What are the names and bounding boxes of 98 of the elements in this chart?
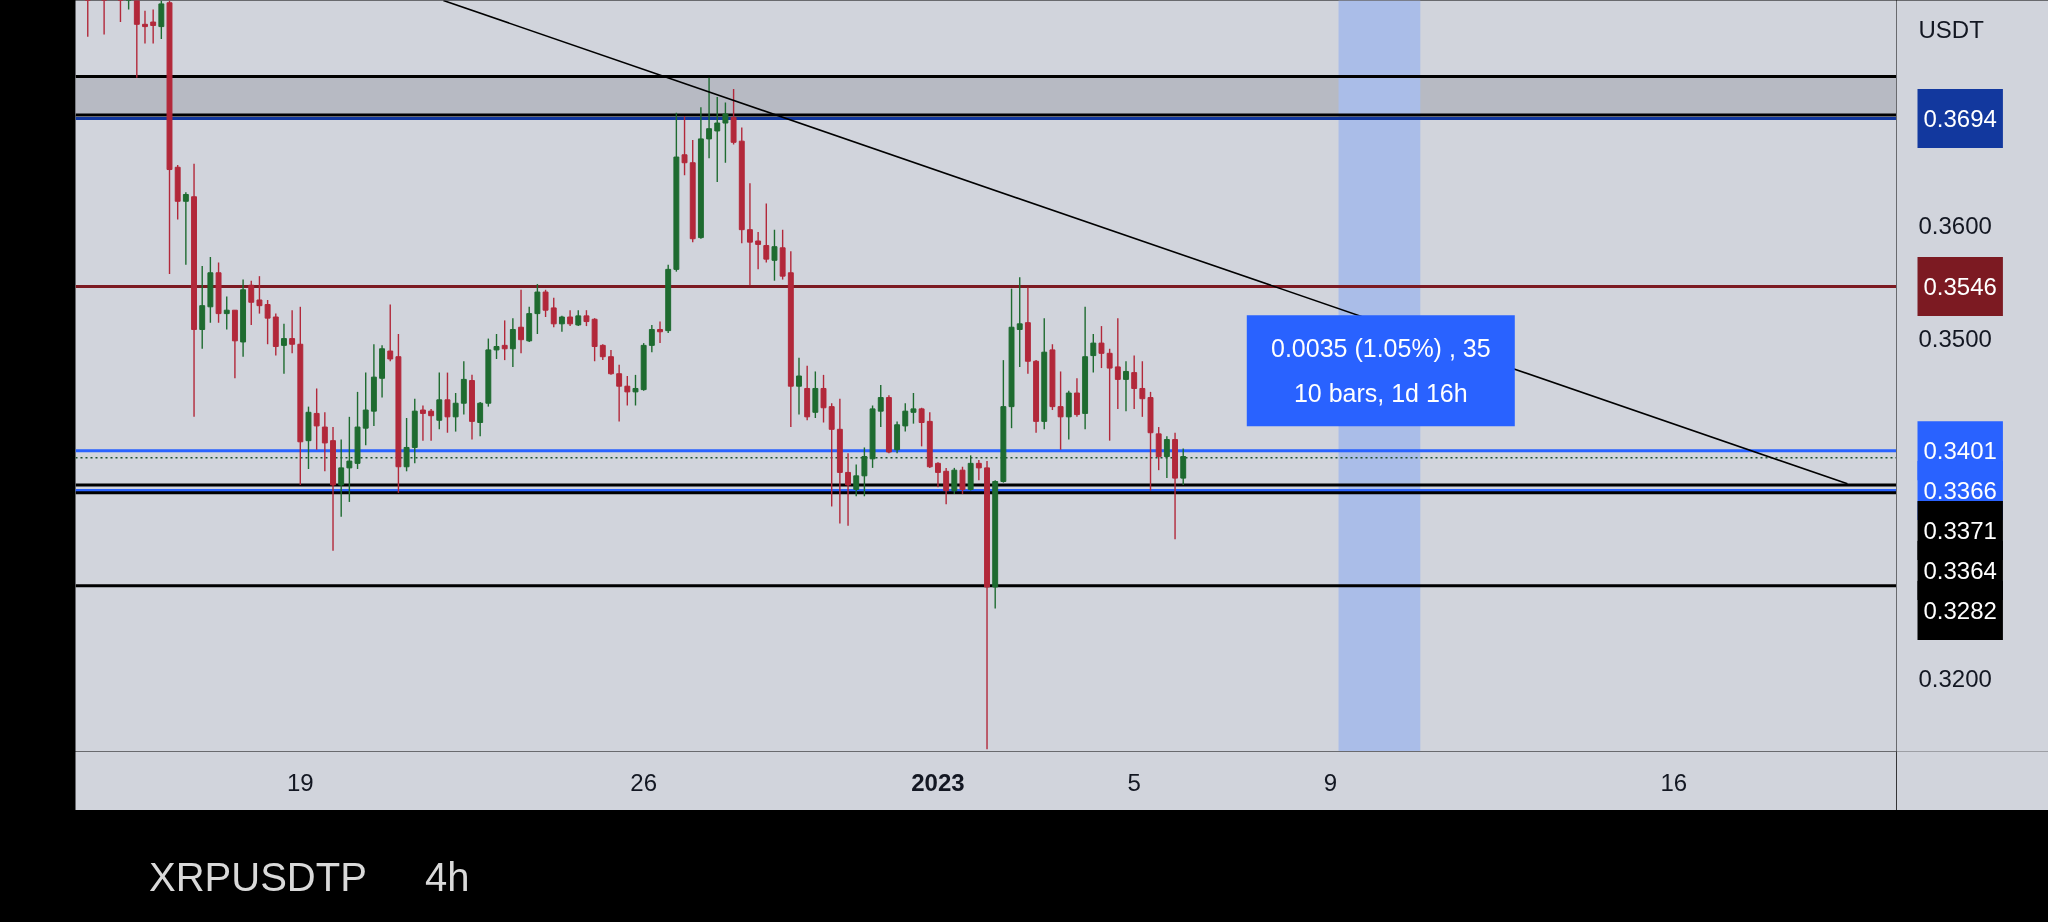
candlestick bbox=[812, 370, 819, 419]
candlestick bbox=[444, 371, 451, 434]
candlestick bbox=[542, 289, 549, 318]
candlestick bbox=[452, 392, 459, 433]
y-tick-label: 0.3500 bbox=[1918, 325, 1992, 353]
candlestick bbox=[387, 303, 394, 362]
candlestick bbox=[321, 411, 328, 472]
candlestick bbox=[142, 10, 148, 45]
ref-line-label: 0.3282 bbox=[1923, 597, 1997, 625]
ref-line-label: 0.3366 bbox=[1923, 477, 1997, 505]
candlestick bbox=[771, 228, 778, 282]
candlestick bbox=[853, 463, 860, 497]
candlestick bbox=[1074, 377, 1080, 418]
candlestick bbox=[436, 371, 443, 431]
candlestick bbox=[608, 349, 614, 376]
candlestick bbox=[281, 323, 287, 375]
candlestick bbox=[951, 467, 958, 495]
candlestick bbox=[943, 467, 950, 505]
candlestick bbox=[624, 375, 631, 407]
candlestick bbox=[902, 402, 909, 433]
candlestick bbox=[877, 384, 884, 428]
candlestick bbox=[460, 360, 467, 416]
x-tick-label: 26 bbox=[630, 769, 658, 796]
text: XRPUSDTP bbox=[149, 854, 367, 901]
candlestick bbox=[746, 182, 753, 286]
candlestick bbox=[264, 299, 271, 345]
y-tick-label: 0.3600 bbox=[1918, 211, 1992, 239]
candlestick bbox=[338, 438, 345, 518]
candlestick bbox=[1155, 426, 1162, 471]
candlestick bbox=[706, 76, 713, 159]
candlestick bbox=[935, 461, 941, 488]
candlestick bbox=[509, 317, 516, 368]
y-tick-label: 0.3200 bbox=[1918, 665, 1992, 693]
candlestick bbox=[223, 295, 230, 331]
candlestick bbox=[755, 231, 762, 271]
candlestick bbox=[820, 374, 827, 424]
candlestick bbox=[1163, 435, 1170, 479]
candlestick bbox=[763, 202, 770, 264]
text: 4h bbox=[425, 854, 470, 901]
candlestick bbox=[534, 283, 541, 335]
annotation: 0.0035 (1.05%) , 35 bbox=[1271, 334, 1491, 363]
candlestick bbox=[1106, 348, 1113, 442]
candlestick bbox=[518, 289, 524, 355]
candlestick bbox=[1065, 390, 1072, 441]
candlestick bbox=[150, 8, 157, 45]
candlestick bbox=[346, 416, 353, 503]
candlestick bbox=[910, 392, 917, 425]
candlestick bbox=[550, 297, 557, 328]
candlestick bbox=[1131, 354, 1138, 410]
x-tick-label: 9 bbox=[1323, 769, 1338, 796]
candlestick bbox=[714, 96, 721, 183]
ref-line-label: 0.3546 bbox=[1923, 272, 1997, 300]
candlestick bbox=[419, 404, 426, 442]
candlestick bbox=[648, 324, 655, 353]
candlestick bbox=[959, 466, 966, 495]
candlestick bbox=[1057, 370, 1064, 451]
candlestick bbox=[796, 357, 802, 416]
candlestick bbox=[256, 275, 263, 315]
candlestick bbox=[861, 446, 868, 497]
candlestick bbox=[1180, 447, 1187, 486]
candlestick bbox=[403, 417, 410, 472]
candlestick bbox=[493, 333, 500, 360]
y-axis-title: USDT bbox=[1918, 16, 1985, 43]
x-tick-label: 16 bbox=[1660, 769, 1688, 796]
candlestick bbox=[182, 191, 189, 266]
candlestick bbox=[477, 401, 484, 437]
candlestick bbox=[1016, 276, 1023, 368]
candlestick bbox=[918, 407, 925, 448]
candlestick bbox=[975, 459, 982, 482]
candlestick bbox=[657, 320, 663, 344]
candlestick bbox=[289, 309, 296, 355]
candlestick bbox=[616, 363, 623, 423]
ref-line-label: 0.3694 bbox=[1923, 104, 1997, 132]
candlestick bbox=[313, 387, 320, 451]
candlestick bbox=[158, 0, 165, 40]
candlestick bbox=[1098, 325, 1105, 369]
x-tick-label: 2023 bbox=[911, 769, 965, 796]
candlestick bbox=[1090, 333, 1097, 374]
candlestick bbox=[1139, 360, 1146, 418]
candlestick bbox=[722, 101, 729, 164]
x-tick-label: 19 bbox=[286, 769, 314, 796]
candlestick bbox=[1123, 360, 1129, 412]
ref-line-label: 0.3401 bbox=[1923, 437, 1997, 465]
candlestick bbox=[681, 115, 688, 176]
ref-line-label: 0.3371 bbox=[1923, 517, 1997, 545]
candlestick bbox=[362, 371, 369, 446]
candlestick bbox=[632, 374, 639, 407]
candlestick bbox=[501, 319, 508, 361]
candlestick bbox=[248, 280, 255, 326]
ref-line-label: 0.3364 bbox=[1923, 557, 1997, 585]
candlestick bbox=[845, 452, 851, 527]
x-tick-label: 5 bbox=[1127, 769, 1141, 796]
annotation: 10 bars, 1d 16h bbox=[1293, 379, 1468, 408]
candlestick bbox=[428, 408, 435, 442]
candlestick bbox=[133, 0, 140, 79]
candlestick bbox=[828, 402, 835, 508]
candlestick bbox=[1114, 317, 1121, 410]
candlestick bbox=[199, 265, 206, 350]
